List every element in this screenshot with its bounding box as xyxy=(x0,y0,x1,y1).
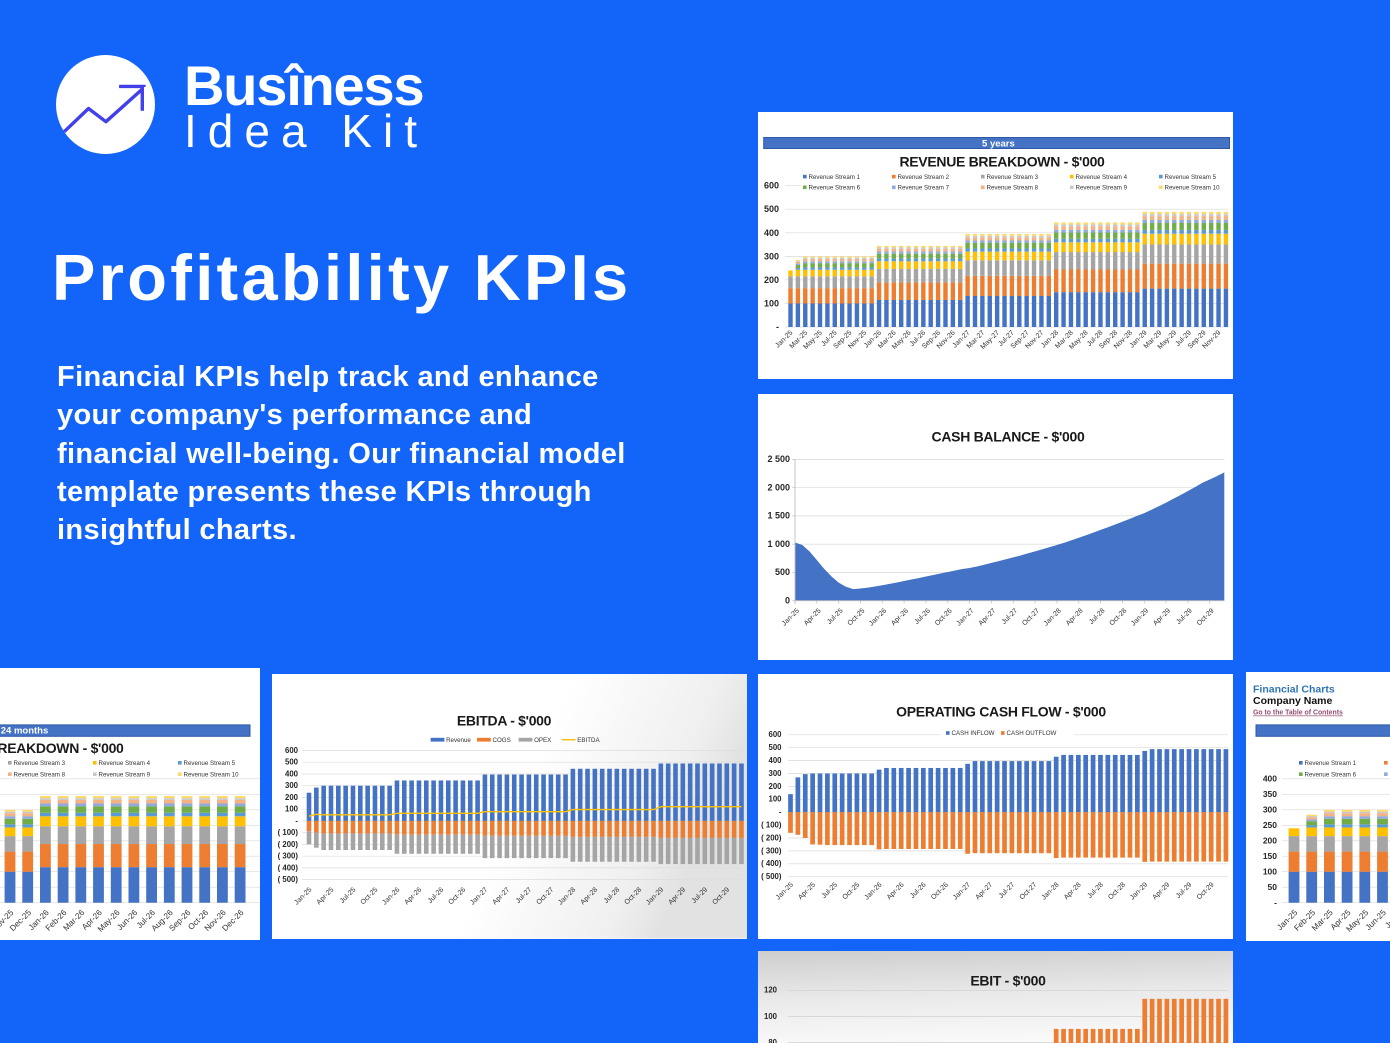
svg-text:0: 0 xyxy=(785,595,790,605)
svg-text:500: 500 xyxy=(775,567,790,577)
svg-text:Revenue Stream 1: Revenue Stream 1 xyxy=(1305,760,1357,767)
svg-text:( 400): ( 400) xyxy=(278,863,299,872)
svg-text:200: 200 xyxy=(768,782,782,791)
svg-text:( 500): ( 500) xyxy=(278,875,299,884)
svg-text:50: 50 xyxy=(1268,882,1278,892)
svg-text:CASH INFLOW: CASH INFLOW xyxy=(952,730,995,737)
svg-text:-: - xyxy=(776,322,779,332)
svg-text:1 500: 1 500 xyxy=(767,510,790,520)
svg-text:Revenue Stream 6: Revenue Stream 6 xyxy=(1305,771,1357,778)
svg-text:2 000: 2 000 xyxy=(767,482,790,492)
svg-text:1 000: 1 000 xyxy=(767,539,790,549)
svg-text:Revenue Stream 2: Revenue Stream 2 xyxy=(898,174,950,181)
svg-text:600: 600 xyxy=(764,181,779,191)
svg-text:300: 300 xyxy=(764,251,779,261)
svg-text:EBITDA - $'000: EBITDA - $'000 xyxy=(457,713,552,729)
svg-text:( 200): ( 200) xyxy=(761,833,782,842)
svg-text:200: 200 xyxy=(764,275,779,285)
svg-text:REVENUE BREAKDOWN - $'000: REVENUE BREAKDOWN - $'000 xyxy=(899,154,1105,170)
svg-text:( 300): ( 300) xyxy=(278,852,299,861)
svg-text:REVENUE BREAKDOWN - $'000: REVENUE BREAKDOWN - $'000 xyxy=(0,740,124,756)
svg-text:600: 600 xyxy=(285,746,299,755)
svg-text:100: 100 xyxy=(285,805,299,814)
svg-text:( 400): ( 400) xyxy=(761,859,782,868)
svg-text:300: 300 xyxy=(768,769,782,778)
svg-text:400: 400 xyxy=(764,228,779,238)
svg-text:200: 200 xyxy=(1263,836,1277,846)
svg-text:Revenue Stream 8: Revenue Stream 8 xyxy=(987,185,1039,192)
svg-text:150: 150 xyxy=(1263,851,1277,861)
svg-text:Revenue Stream 10: Revenue Stream 10 xyxy=(1165,185,1221,192)
svg-text:Revenue Stream 5: Revenue Stream 5 xyxy=(184,760,236,767)
svg-text:( 100): ( 100) xyxy=(278,828,299,837)
svg-text:350: 350 xyxy=(1263,789,1277,799)
svg-text:500: 500 xyxy=(764,204,779,214)
svg-text:-: - xyxy=(779,808,782,817)
svg-text:Revenue Stream 10: Revenue Stream 10 xyxy=(184,771,240,778)
svg-text:EBIT - $'000: EBIT - $'000 xyxy=(970,973,1046,989)
svg-text:OPEX: OPEX xyxy=(534,737,551,744)
svg-text:Financial Charts: Financial Charts xyxy=(1253,684,1335,696)
svg-text:Revenue Stream 9: Revenue Stream 9 xyxy=(1076,185,1128,192)
svg-text:600: 600 xyxy=(768,730,782,739)
svg-text:Revenue: Revenue xyxy=(446,737,471,744)
svg-text:CASH OUTFLOW: CASH OUTFLOW xyxy=(1007,730,1057,737)
svg-text:Revenue Stream 7: Revenue Stream 7 xyxy=(898,185,950,192)
svg-text:Company Name: Company Name xyxy=(1253,695,1333,707)
svg-text:CASH BALANCE - $'000: CASH BALANCE - $'000 xyxy=(932,428,1085,444)
svg-text:Revenue Stream 5: Revenue Stream 5 xyxy=(1165,174,1217,181)
svg-text:100: 100 xyxy=(764,298,779,308)
svg-text:Revenue Stream 4: Revenue Stream 4 xyxy=(99,760,151,767)
svg-text:-: - xyxy=(295,816,298,825)
svg-text:( 200): ( 200) xyxy=(278,840,299,849)
svg-text:Revenue Stream 4: Revenue Stream 4 xyxy=(1076,174,1128,181)
svg-text:Revenue Stream 3: Revenue Stream 3 xyxy=(14,760,66,767)
svg-text:Go to the Table of Contents: Go to the Table of Contents xyxy=(1253,710,1343,717)
svg-text:500: 500 xyxy=(768,743,782,752)
svg-text:( 500): ( 500) xyxy=(761,872,782,881)
svg-text:EBITDA: EBITDA xyxy=(577,737,600,744)
svg-text:100: 100 xyxy=(768,795,782,804)
svg-text:( 300): ( 300) xyxy=(761,846,782,855)
svg-text:300: 300 xyxy=(1263,805,1277,815)
svg-text:-: - xyxy=(1274,898,1277,908)
svg-text:80: 80 xyxy=(768,1038,777,1043)
svg-text:100: 100 xyxy=(764,1012,778,1021)
svg-text:400: 400 xyxy=(285,769,299,778)
svg-text:( 100): ( 100) xyxy=(761,821,782,830)
svg-text:500: 500 xyxy=(285,758,299,767)
svg-text:5 years: 5 years xyxy=(982,138,1015,149)
svg-text:OPERATING CASH FLOW - $'000: OPERATING CASH FLOW - $'000 xyxy=(896,704,1106,720)
svg-text:120: 120 xyxy=(764,986,778,995)
svg-text:400: 400 xyxy=(768,756,782,765)
svg-text:200: 200 xyxy=(285,793,299,802)
svg-text:Revenue Stream 8: Revenue Stream 8 xyxy=(14,771,66,778)
svg-text:250: 250 xyxy=(1263,820,1277,830)
svg-text:Revenue Stream 3: Revenue Stream 3 xyxy=(987,174,1039,181)
svg-text:Revenue Stream 9: Revenue Stream 9 xyxy=(99,771,151,778)
svg-text:300: 300 xyxy=(285,781,299,790)
svg-text:Revenue Stream 1: Revenue Stream 1 xyxy=(809,174,861,181)
svg-text:COGS: COGS xyxy=(493,737,511,744)
svg-text:400: 400 xyxy=(1263,774,1277,784)
svg-text:Revenue Stream 6: Revenue Stream 6 xyxy=(809,185,861,192)
svg-text:2 500: 2 500 xyxy=(767,454,790,464)
svg-text:24 months: 24 months xyxy=(1,726,49,737)
svg-text:100: 100 xyxy=(1263,867,1277,877)
